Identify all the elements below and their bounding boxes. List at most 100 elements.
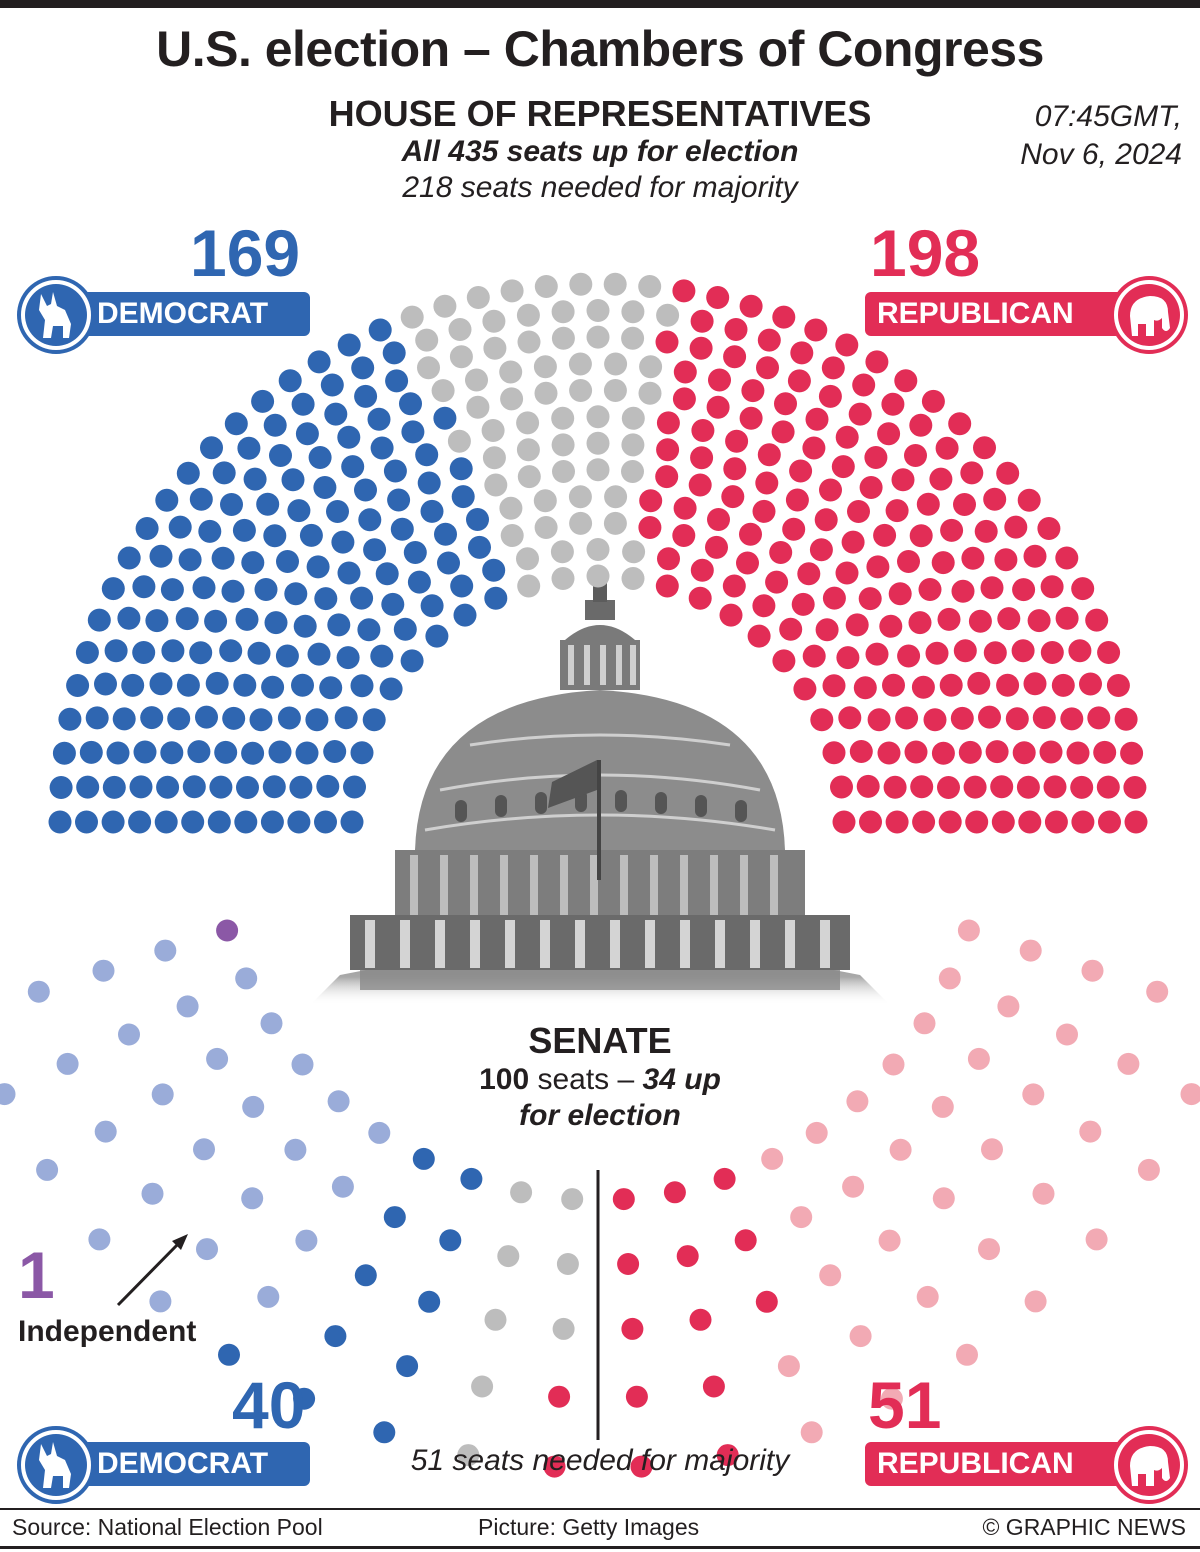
senate-democrat-count: 40 — [232, 1368, 306, 1442]
senate-seat-democrat-not-up — [88, 1228, 111, 1251]
senate-seat-republican-not-up — [800, 1421, 823, 1444]
senate-seat-republican-won — [702, 1375, 725, 1398]
senate-seat-republican-not-up — [819, 1264, 842, 1287]
senate-seat-republican-not-up — [1117, 1052, 1140, 1075]
house-seat-undecided — [569, 511, 593, 535]
senate-seat-republican-won — [689, 1308, 712, 1331]
house-seat-democrat — [167, 707, 191, 731]
house-seats — [48, 272, 1148, 834]
house-seat-democrat — [189, 487, 213, 511]
senate-seat-democrat-not-up — [92, 959, 115, 982]
house-seat-undecided — [551, 567, 575, 590]
senate-seat-democrat-not-up — [260, 1012, 283, 1035]
house-seat-republican — [908, 611, 932, 635]
house-seat-republican — [951, 579, 975, 603]
house-seat-undecided — [603, 379, 627, 402]
house-seat-republican — [814, 508, 838, 532]
house-seat-democrat — [75, 810, 98, 834]
senate-total-seats: 100 — [479, 1063, 530, 1096]
house-seat-democrat — [117, 606, 141, 630]
house-seat-democrat — [313, 476, 337, 499]
house-seat-republican — [707, 508, 730, 531]
house-seat-democrat — [102, 775, 126, 799]
house-seat-republican — [877, 422, 901, 446]
house-seat-republican — [836, 646, 860, 670]
house-seat-democrat — [358, 508, 382, 532]
house-seat-republican — [1012, 741, 1036, 765]
house-seat-undecided — [586, 538, 610, 561]
house-seat-republican — [1011, 639, 1035, 663]
house-seat-republican — [787, 369, 811, 393]
house-seat-democrat — [140, 706, 164, 730]
house-seat-republican — [852, 373, 876, 397]
senate-seat-republican-won — [713, 1167, 736, 1190]
senate-seat-republican-not-up — [1024, 1290, 1047, 1313]
house-seat-republican — [916, 492, 940, 516]
house-seat-republican — [866, 555, 890, 579]
house-seat-republican — [1071, 577, 1095, 601]
senate-seat-republican-not-up — [849, 1325, 872, 1348]
house-seat-undecided — [465, 368, 488, 392]
senate-seat-undecided — [510, 1181, 533, 1204]
house-seat-democrat — [160, 578, 184, 602]
senate-seat-republican-not-up — [805, 1121, 828, 1144]
house-republican-badge: REPUBLICAN — [865, 292, 1130, 336]
senate-seats — [0, 919, 1200, 1478]
house-seat-democrat — [383, 459, 407, 483]
house-seat-undecided — [604, 352, 628, 376]
house-seat-republican — [1096, 775, 1120, 799]
house-seat-republican — [931, 551, 955, 575]
senate-republican-count: 51 — [868, 1368, 942, 1442]
house-seat-undecided — [516, 411, 540, 435]
house-seat-undecided — [449, 345, 473, 369]
house-seat-democrat — [76, 775, 100, 799]
house-seat-republican — [904, 740, 928, 764]
senate-seat-undecided — [497, 1245, 520, 1268]
house-seat-democrat — [75, 641, 99, 664]
house-seat-republican — [821, 356, 845, 380]
house-seat-republican — [789, 459, 813, 483]
house-seat-republican — [958, 740, 982, 764]
senate-seat-democrat-not-up — [154, 939, 177, 962]
independent-label: Independent — [18, 1315, 197, 1348]
house-seat-democrat — [381, 592, 405, 616]
house-seat-democrat — [175, 607, 199, 631]
senate-seat-democrat-not-up — [257, 1285, 280, 1308]
footer-rule — [0, 1508, 1200, 1510]
house-seat-republican — [1040, 641, 1064, 664]
house-seat-undecided — [499, 496, 523, 520]
house-seat-republican — [690, 558, 714, 582]
house-seat-democrat — [341, 455, 365, 479]
house-seat-democrat — [205, 671, 229, 695]
house-seat-republican — [1040, 575, 1064, 599]
senate-heading: SENATE — [528, 1020, 672, 1061]
house-seat-republican — [1023, 544, 1047, 568]
senate-seat-democrat-not-up — [56, 1052, 79, 1075]
house-seat-republican — [909, 524, 933, 548]
house-seat-republican — [1044, 810, 1068, 834]
house-seat-democrat — [133, 740, 157, 764]
house-seat-democrat — [401, 420, 425, 444]
house-seat-democrat — [289, 775, 313, 799]
top-rule — [0, 0, 1200, 8]
house-seat-democrat — [350, 674, 374, 698]
house-seat-undecided — [533, 489, 557, 513]
house-seat-democrat — [287, 810, 311, 834]
house-seat-republican — [1037, 517, 1061, 540]
house-seat-undecided — [551, 326, 575, 350]
house-seat-republican — [657, 547, 680, 571]
senate-seat-republican-won — [716, 1444, 739, 1467]
house-seat-democrat — [112, 707, 136, 731]
senate-seat-democrat-won — [324, 1325, 347, 1348]
footer-picture-credit: Picture: Getty Images — [478, 1514, 700, 1540]
house-seat-republican — [774, 392, 797, 416]
house-seat-undecided — [500, 524, 524, 547]
house-seat-republican — [835, 425, 859, 449]
senate-seat-undecided — [457, 1444, 480, 1467]
house-seat-undecided — [621, 300, 645, 324]
house-seat-undecided — [516, 303, 540, 327]
house-seat-democrat — [326, 500, 349, 523]
house-seat-republican — [810, 708, 834, 732]
house-seat-undecided — [417, 356, 440, 380]
house-seat-democrat — [249, 708, 273, 732]
